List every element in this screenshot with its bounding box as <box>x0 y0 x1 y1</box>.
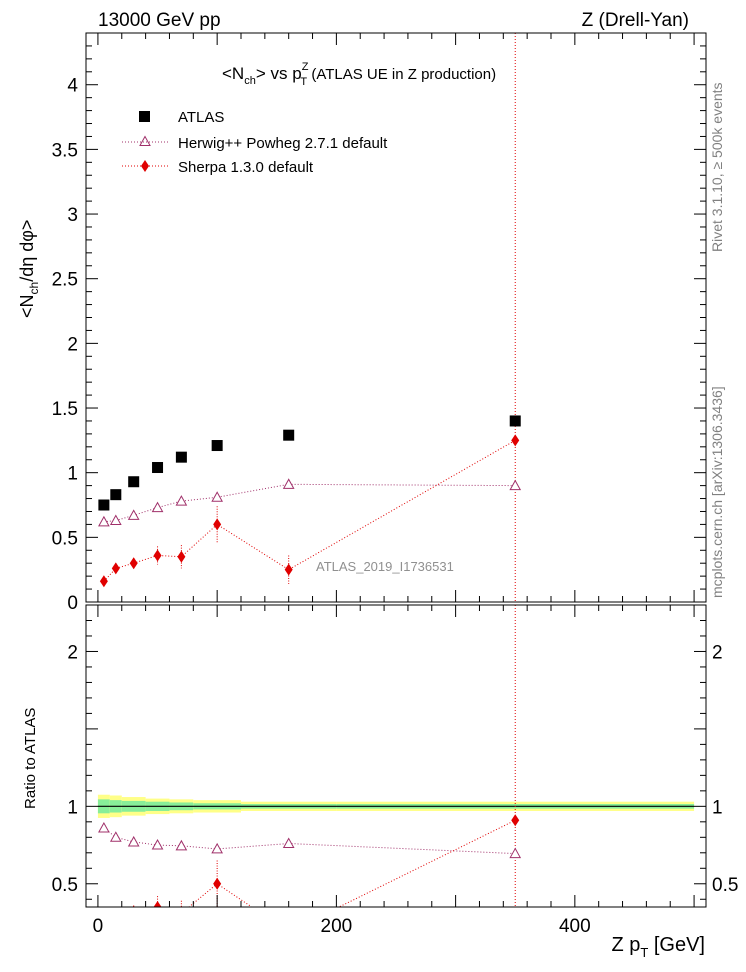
y-tick-label: 2 <box>67 334 78 355</box>
ratio-y-tick-label-right: 2 <box>712 642 723 663</box>
top-point-atlas <box>211 440 223 452</box>
top-point-herwig <box>98 515 110 527</box>
ratio-pad-plot <box>97 605 695 938</box>
ratio-pad-frame <box>85 604 707 908</box>
ratio-point-sherpa <box>177 907 185 919</box>
legend-label-sherpa: Sherpa 1.3.0 default <box>178 159 314 176</box>
x-tick-label: 0 <box>93 916 104 937</box>
legend-marker-sherpa <box>141 160 149 172</box>
title-b-sub: T <box>300 76 307 88</box>
axes: 0 200 400 0 0.5 1 1.5 2 2.5 3 3.5 4 0.5 0.5 1 1 2 2 <box>52 32 738 937</box>
ratio-point-herwig <box>211 842 224 854</box>
top-ylabel: <Nch/dη dφ> <box>17 220 41 318</box>
top-ylabel-b: /dη dφ> <box>17 220 37 282</box>
ratio-line-open-triangle <box>103 827 516 855</box>
top-point-herwig <box>509 479 522 491</box>
ratio-y-tick-label-left: 0.5 <box>52 875 78 896</box>
xlabel-a: Z p <box>611 934 640 956</box>
top-point-sherpa <box>511 434 520 447</box>
y-tick-label: 3 <box>67 205 78 226</box>
title-b-sup: Z <box>302 61 309 73</box>
top-point-atlas <box>175 451 187 463</box>
top-point-sherpa <box>111 562 120 575</box>
y-tick-label: 4 <box>67 76 78 97</box>
top-point-atlas <box>110 489 122 501</box>
ratio-y-tick-label-left: 1 <box>67 797 78 818</box>
header-right: Z (Drell-Yan) <box>582 10 689 31</box>
title-a: <N <box>222 64 244 83</box>
title-b: > vs p <box>256 64 302 83</box>
ratio-y-tick-label-right: 1 <box>712 797 723 818</box>
top-point-sherpa <box>284 563 293 576</box>
xlabel-sub: T <box>640 945 648 960</box>
top-pad-plot <box>98 33 522 602</box>
ratio-point-herwig <box>175 839 188 851</box>
legend-label-atlas: ATLAS <box>178 109 224 126</box>
ratio-point-herwig <box>151 839 164 850</box>
top-point-atlas <box>128 476 140 488</box>
legend-marker-herwig <box>139 135 151 146</box>
top-point-herwig <box>127 509 140 520</box>
top-ylabel-a: <N <box>17 294 37 318</box>
top-point-atlas <box>283 429 295 441</box>
chart-title: <Nch> vs pZ T (ATLAS UE in Z production) <box>222 61 496 88</box>
top-point-herwig <box>109 514 122 526</box>
ratio-point-herwig <box>98 821 110 833</box>
ratio-y-tick-label-right: 0.5 <box>712 875 738 896</box>
y-tick-label: 1 <box>67 464 78 485</box>
top-point-sherpa <box>177 550 186 563</box>
x-tick-label: 400 <box>559 916 591 937</box>
top-point-sherpa <box>153 549 162 562</box>
y-tick-label: 3.5 <box>52 140 78 161</box>
ratio-point-herwig <box>282 837 295 849</box>
ratio-point-sherpa <box>213 877 222 890</box>
y-tick-label: 0 <box>67 593 78 614</box>
title-a-sub: ch <box>244 75 256 87</box>
top-point-herwig <box>151 501 164 513</box>
top-ylabel-sub: ch <box>27 282 41 295</box>
ratio-point-sherpa <box>285 926 293 938</box>
ratio-point-sherpa <box>511 814 520 827</box>
legend-label-herwig: Herwig++ Powheg 2.7.1 default <box>178 135 388 152</box>
rivet-label: Rivet 3.1.10, ≥ 500k events <box>709 82 725 252</box>
title-c: (ATLAS UE in Z production) <box>307 66 496 83</box>
top-point-atlas <box>98 499 110 511</box>
ratio-ylabel: Ratio to ATLAS <box>22 708 39 809</box>
xlabel-b: [GeV] <box>648 934 705 956</box>
ratio-point-sherpa <box>112 907 120 919</box>
legend-marker-atlas <box>139 111 150 122</box>
top-point-atlas <box>509 415 521 427</box>
y-tick-label: 1.5 <box>52 399 78 420</box>
ratio-point-herwig <box>109 831 122 842</box>
top-point-herwig <box>211 491 224 502</box>
mcplots-label: mcplots.cern.ch [arXiv:1306.3436] <box>709 386 725 598</box>
ratio-line-filled-diamond <box>154 819 516 907</box>
y-tick-label: 2.5 <box>52 270 78 291</box>
top-point-herwig <box>175 495 188 506</box>
ratio-point-herwig <box>509 847 522 859</box>
ratio-xlabel: Z pT [GeV] <box>611 934 705 960</box>
top-line-open-triangle <box>103 483 516 523</box>
ratio-point-herwig <box>127 835 140 847</box>
top-point-sherpa <box>213 518 222 531</box>
header-left: 13000 GeV pp <box>98 10 221 31</box>
y-tick-label: 0.5 <box>52 528 78 549</box>
top-point-sherpa <box>99 575 108 588</box>
legend: ATLAS Herwig++ Powheg 2.7.1 default Sher… <box>122 109 388 176</box>
top-point-herwig <box>282 478 295 489</box>
ratio-y-tick-label-left: 2 <box>67 642 78 663</box>
top-point-atlas <box>152 462 164 474</box>
x-tick-label: 200 <box>321 916 353 937</box>
ratio-point-sherpa <box>153 901 162 907</box>
analysis-watermark: ATLAS_2019_I1736531 <box>316 559 454 574</box>
top-point-sherpa <box>129 557 138 570</box>
